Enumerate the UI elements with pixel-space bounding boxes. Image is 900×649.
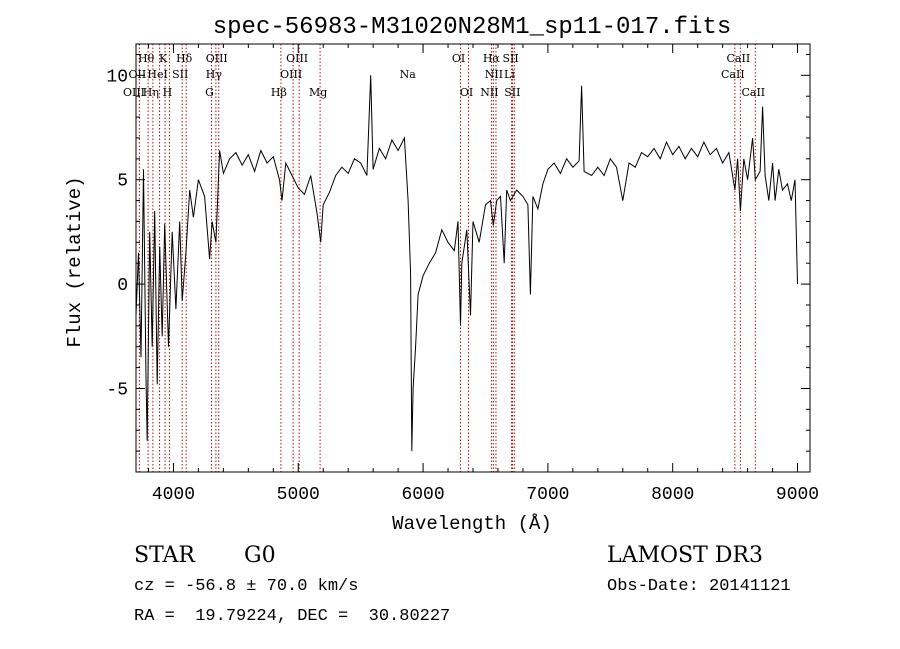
series-line-flux [135,75,798,452]
line-label: SII [504,86,520,99]
line-label: OIII [206,52,228,65]
x-tick-label: 5000 [277,485,320,505]
line-label: OIII [286,52,308,65]
line-label: NII [485,68,503,81]
y-tick-label: 10 [106,67,128,87]
line-label: OI [460,86,473,99]
object-subclass: G0 [244,543,276,568]
line-label: Hη [143,86,159,99]
line-label: OI [452,52,465,65]
line-label: G [205,86,214,99]
line-label: H [163,86,173,99]
y-tick-label: -5 [106,380,128,400]
line-label: K [159,52,168,65]
line-label: CaII [727,52,751,65]
line-label: HeI [147,68,167,81]
line-label: SII [172,68,188,81]
x-axis-label: Wavelength (Å) [392,513,552,535]
x-tick-label: 9000 [776,485,819,505]
x-tick-label: 6000 [401,485,444,505]
line-label: NII [480,86,498,99]
axis-ticks: 4000 5000 6000 7000 8000 9000 -5 0 5 10 [106,44,819,505]
line-label: OIII [280,68,302,81]
line-label: Hθ [138,52,155,65]
line-label: OIII [123,86,145,99]
y-tick-label: 5 [117,172,128,192]
line-label: OII [129,68,147,81]
line-label: Li [504,68,515,81]
coordinates: RA = 19.79224, DEC = 30.80227 [134,607,450,626]
marker-lines [138,44,756,472]
survey-name: LAMOST DR3 [607,543,763,568]
chart-title: spec-56983-M31020N28M1_sp11-017.fits [213,14,731,41]
y-tick-label: 0 [117,276,128,296]
line-label: Hβ [271,86,287,99]
redshift-text: cz = -56.8 ± 70.0 km/s [134,577,358,596]
line-label: CaII [741,86,765,99]
x-tick-label: 4000 [152,485,195,505]
line-label: SII [502,52,518,65]
line-label: CaII [721,68,745,81]
obs-date: Obs-Date: 20141121 [607,577,791,596]
plot-frame [135,43,811,473]
y-axis-label: Flux (relative) [64,176,86,347]
line-label: Hα [483,52,501,65]
line-label: Hγ [206,68,223,81]
line-label: Mg [309,86,327,99]
line-label: Hδ [176,52,193,65]
x-tick-label: 7000 [526,485,569,505]
line-label: Na [400,68,417,81]
spectrum-series [135,75,798,452]
x-tick-label: 8000 [651,485,694,505]
object-class: STAR [134,543,196,568]
